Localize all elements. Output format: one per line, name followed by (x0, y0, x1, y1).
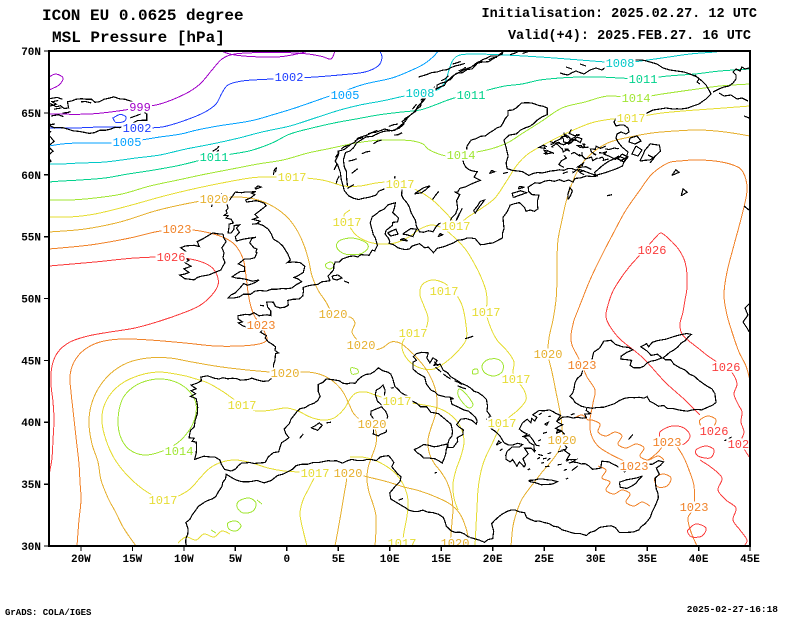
svg-text:45E: 45E (740, 554, 760, 566)
svg-text:10W: 10W (174, 554, 194, 566)
svg-text:ICON EU 0.0625 degree: ICON EU 0.0625 degree (42, 7, 244, 25)
svg-text:GrADS: COLA/IGES: GrADS: COLA/IGES (5, 608, 92, 618)
svg-text:60N: 60N (21, 171, 41, 183)
svg-text:10E: 10E (380, 554, 400, 566)
svg-text:1017: 1017 (399, 327, 428, 341)
svg-text:40E: 40E (689, 554, 709, 566)
svg-text:1002: 1002 (275, 71, 304, 85)
svg-text:1008: 1008 (606, 57, 635, 71)
svg-text:1005: 1005 (331, 89, 360, 103)
svg-text:1014: 1014 (447, 149, 476, 163)
svg-text:1017: 1017 (502, 373, 531, 387)
svg-text:1017: 1017 (617, 112, 646, 126)
svg-text:65N: 65N (21, 109, 41, 121)
svg-text:45N: 45N (21, 356, 41, 368)
svg-text:1017: 1017 (472, 306, 501, 320)
svg-text:1026: 1026 (157, 251, 186, 265)
svg-text:30N: 30N (21, 542, 41, 554)
svg-text:MSL Pressure [hPa]: MSL Pressure [hPa] (52, 29, 225, 47)
svg-text:1020: 1020 (334, 467, 363, 481)
svg-text:1008: 1008 (406, 87, 435, 101)
svg-text:1002: 1002 (123, 122, 152, 136)
svg-text:35E: 35E (637, 554, 657, 566)
svg-text:15E: 15E (431, 554, 451, 566)
svg-text:1023: 1023 (620, 460, 649, 474)
svg-text:5E: 5E (332, 554, 346, 566)
svg-text:1011: 1011 (200, 151, 229, 165)
svg-text:15W: 15W (122, 554, 142, 566)
svg-text:1026: 1026 (700, 425, 729, 439)
svg-text:1023: 1023 (653, 436, 682, 450)
svg-text:1017: 1017 (383, 395, 412, 409)
svg-text:1023: 1023 (163, 223, 192, 237)
svg-text:Valid(+4): 2025.FEB.27. 16 UTC: Valid(+4): 2025.FEB.27. 16 UTC (508, 29, 751, 44)
svg-text:1017: 1017 (430, 285, 459, 299)
svg-text:1014: 1014 (165, 445, 194, 459)
svg-text:1017: 1017 (386, 178, 415, 192)
svg-text:1026: 1026 (638, 244, 667, 258)
svg-text:5W: 5W (229, 554, 243, 566)
svg-text:1017: 1017 (333, 216, 362, 230)
svg-text:1023: 1023 (568, 359, 597, 373)
svg-text:999: 999 (129, 101, 151, 115)
svg-text:1020: 1020 (200, 193, 229, 207)
svg-text:1011: 1011 (629, 73, 658, 87)
svg-text:55N: 55N (21, 233, 41, 245)
svg-text:1005: 1005 (113, 136, 142, 150)
svg-text:1017: 1017 (228, 399, 257, 413)
svg-text:25E: 25E (534, 554, 554, 566)
svg-text:0: 0 (283, 554, 290, 566)
svg-text:1014: 1014 (622, 92, 651, 106)
svg-text:70N: 70N (21, 47, 41, 59)
svg-text:1017: 1017 (149, 494, 178, 508)
svg-text:1020: 1020 (358, 418, 387, 432)
svg-text:1017: 1017 (388, 537, 417, 551)
svg-text:40N: 40N (21, 418, 41, 430)
svg-text:35N: 35N (21, 480, 41, 492)
svg-text:1020: 1020 (347, 339, 376, 353)
svg-text:1020: 1020 (548, 434, 577, 448)
svg-text:1026: 1026 (712, 361, 741, 375)
svg-text:1017: 1017 (278, 171, 307, 185)
svg-text:30E: 30E (586, 554, 606, 566)
svg-text:1020: 1020 (319, 308, 348, 322)
svg-text:1017: 1017 (442, 220, 471, 234)
svg-text:1011: 1011 (457, 89, 486, 103)
svg-text:1017: 1017 (488, 417, 517, 431)
svg-text:1026: 1026 (728, 438, 757, 452)
svg-text:2025-02-27-16:18: 2025-02-27-16:18 (687, 604, 779, 615)
svg-text:1020: 1020 (441, 537, 470, 551)
svg-text:1020: 1020 (534, 348, 563, 362)
svg-text:20E: 20E (483, 554, 503, 566)
svg-text:Initialisation: 2025.02.27. 12: Initialisation: 2025.02.27. 12 UTC (482, 7, 757, 22)
svg-text:1020: 1020 (271, 367, 300, 381)
svg-text:1023: 1023 (247, 319, 276, 333)
svg-text:1017: 1017 (301, 467, 330, 481)
svg-text:20W: 20W (71, 554, 91, 566)
svg-text:50N: 50N (21, 295, 41, 307)
svg-text:1023: 1023 (680, 501, 709, 515)
